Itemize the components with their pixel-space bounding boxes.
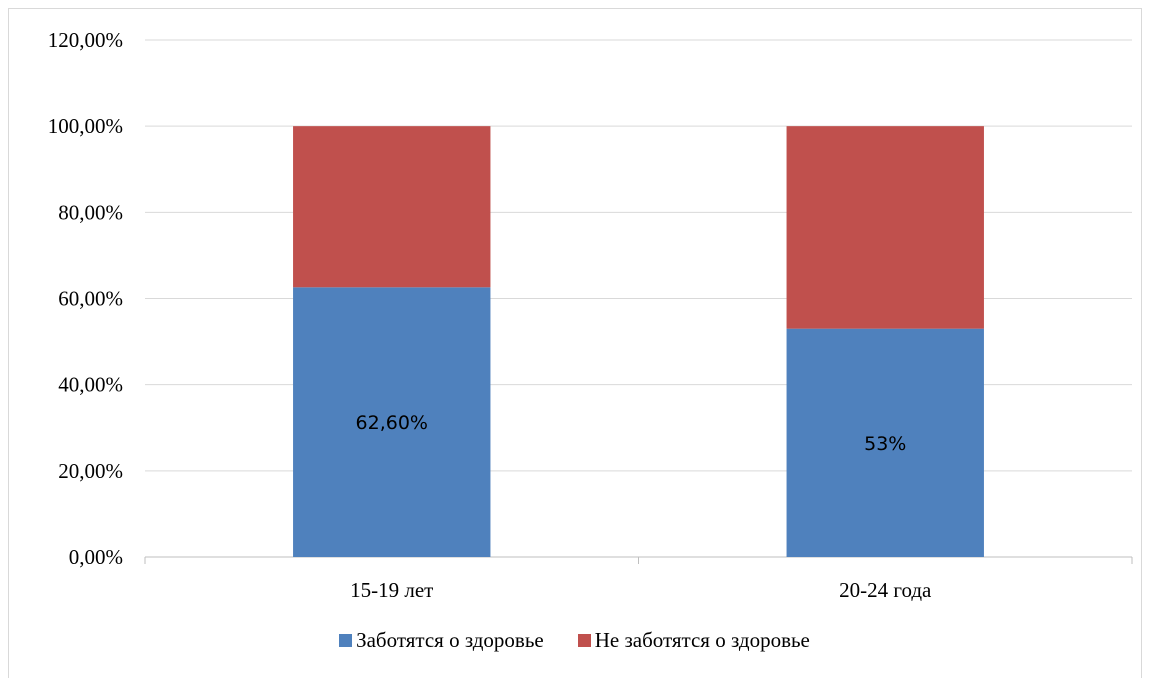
legend-item-series-1: Заботятся о здоровье: [339, 628, 544, 653]
legend-label-series-1: Заботятся о здоровье: [356, 628, 544, 652]
bar-segment: [786, 328, 984, 557]
x-tick-label: 15-19 лет: [350, 578, 433, 602]
data-label: 53%: [864, 433, 906, 455]
y-tick-label: 20,00%: [58, 459, 123, 483]
x-tick-label: 20-24 года: [839, 578, 932, 602]
y-tick-label: 60,00%: [58, 287, 123, 311]
legend-swatch-series-2: [577, 634, 591, 647]
bar-segment: [293, 287, 491, 557]
legend-label-series-2: Не заботятся о здоровье: [594, 628, 810, 652]
y-tick-label: 80,00%: [58, 200, 123, 224]
data-label: 62,60%: [356, 412, 428, 434]
bar-segment: [293, 126, 491, 288]
legend-swatch-series-1: [339, 634, 353, 647]
y-tick-label: 40,00%: [58, 373, 123, 397]
legend: Заботятся о здоровье Не заботятся о здор…: [0, 628, 1149, 653]
legend-item-series-2: Не заботятся о здоровье: [577, 628, 810, 653]
bar-segment: [786, 126, 984, 329]
y-tick-label: 120,00%: [48, 28, 123, 52]
y-tick-label: 100,00%: [48, 114, 123, 138]
y-tick-label: 0,00%: [69, 545, 123, 569]
chart-frame: [8, 8, 1142, 678]
